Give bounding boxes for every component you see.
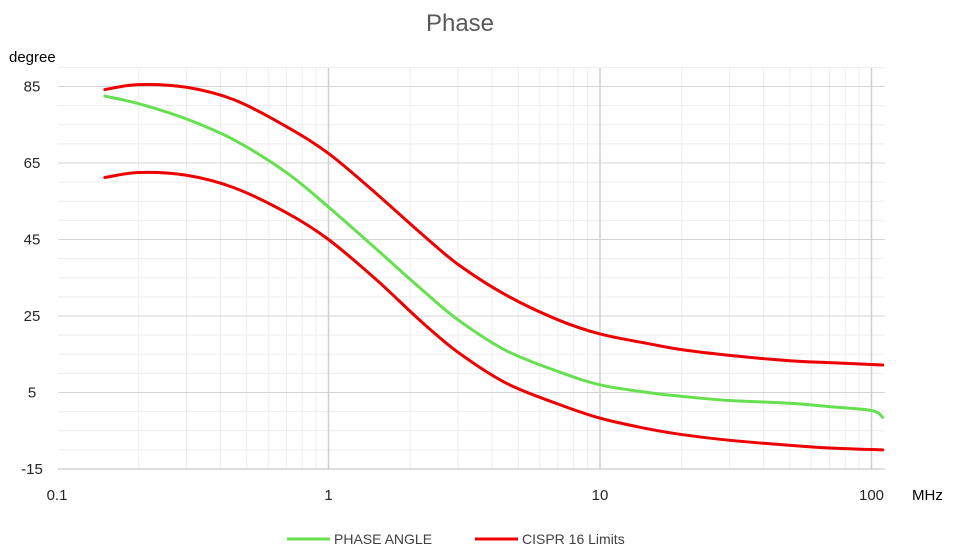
x-tick-label: 10 bbox=[592, 487, 609, 504]
x-tick-label: 0.1 bbox=[47, 487, 68, 504]
y-tick-label: 25 bbox=[24, 308, 41, 325]
chart-title: Phase bbox=[426, 10, 494, 37]
series-layer bbox=[103, 82, 885, 452]
y-tick-label: 65 bbox=[24, 155, 41, 172]
legend: PHASE ANGLE CISPR 16 Limits bbox=[287, 531, 625, 547]
x-tick-label: 100 bbox=[859, 487, 884, 504]
series-line-cispr-upper-limit bbox=[103, 82, 885, 367]
series-line-cispr-lower-limit bbox=[103, 170, 885, 452]
x-axis-label: MHz bbox=[912, 487, 943, 504]
grid-layer bbox=[58, 66, 885, 469]
y-tick-label: 5 bbox=[28, 385, 36, 402]
y-tick-label: -15 bbox=[21, 461, 43, 478]
x-tick-label: 1 bbox=[324, 487, 332, 504]
y-tick-label: 85 bbox=[24, 79, 41, 96]
x-tick-labels: 0.1 1 10 100 bbox=[47, 487, 884, 504]
y-tick-label: 45 bbox=[24, 232, 41, 249]
legend-label-cispr-16-limits: CISPR 16 Limits bbox=[522, 531, 625, 547]
series-line-phase-angle bbox=[103, 94, 885, 419]
y-axis-label: degree bbox=[9, 49, 56, 66]
y-tick-labels: -15 5 25 45 65 85 bbox=[21, 79, 43, 479]
legend-label-phase-angle: PHASE ANGLE bbox=[334, 531, 432, 547]
